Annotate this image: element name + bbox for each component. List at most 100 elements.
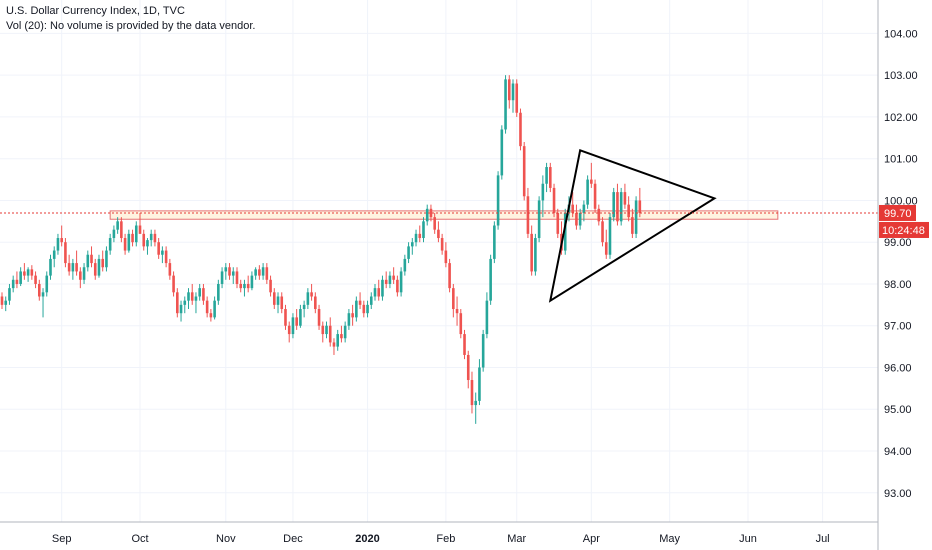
candle-up xyxy=(41,292,45,297)
candle-up xyxy=(45,275,49,293)
candle-down xyxy=(38,283,41,297)
volume-note: Vol (20): No volume is provided by the d… xyxy=(6,20,256,32)
candle-down xyxy=(205,300,209,314)
chart-title: U.S. Dollar Currency Index, 1D, TVC xyxy=(6,5,185,17)
candle-up xyxy=(19,271,22,284)
y-tick-label: 97.00 xyxy=(884,321,912,333)
candle-down xyxy=(321,325,325,335)
candle-down xyxy=(246,283,250,289)
candle-down xyxy=(519,112,522,147)
candle-up xyxy=(586,179,589,205)
candle-down xyxy=(239,283,243,289)
candle-up xyxy=(355,300,358,318)
x-tick-label: Dec xyxy=(283,533,303,545)
candle-up xyxy=(291,317,295,335)
candle-down xyxy=(120,221,123,239)
candle-up xyxy=(299,309,302,326)
candle-down xyxy=(466,354,470,381)
candle-up xyxy=(146,240,149,247)
triangle-drawing[interactable] xyxy=(548,149,717,303)
candle-down xyxy=(526,196,530,234)
candle-down xyxy=(429,208,433,218)
candle-up xyxy=(336,334,339,347)
candle-up xyxy=(399,271,403,293)
candle-down xyxy=(396,279,399,293)
candle-up xyxy=(302,304,306,310)
candle-up xyxy=(489,258,492,301)
candle-down xyxy=(515,83,519,113)
candle-down xyxy=(616,192,619,222)
x-tick-label: Oct xyxy=(131,533,148,545)
candle-down xyxy=(0,296,4,305)
candle-up xyxy=(493,225,496,259)
zone-rect xyxy=(109,210,779,220)
candle-down xyxy=(23,271,26,276)
candle-up xyxy=(179,304,183,314)
candle-up xyxy=(224,267,228,272)
candle-down xyxy=(590,179,593,184)
candle-down xyxy=(549,167,552,188)
price-label: 99.70 xyxy=(884,208,912,220)
candle-up xyxy=(4,300,8,305)
candle-up xyxy=(183,300,187,305)
candle-up xyxy=(414,233,418,243)
candle-up xyxy=(634,200,638,234)
candle-down xyxy=(284,309,287,326)
candle-down xyxy=(631,217,634,234)
triangle-pattern xyxy=(548,149,717,303)
candle-down xyxy=(172,275,175,293)
countdown-label-box xyxy=(879,221,929,238)
candle-down xyxy=(101,258,105,268)
candle-down xyxy=(295,317,298,326)
candle-up xyxy=(411,242,414,247)
candle-up xyxy=(231,271,235,276)
candle-down xyxy=(448,263,451,289)
y-tick-label: 103.00 xyxy=(884,70,918,82)
candle-up xyxy=(254,269,257,276)
candle-down xyxy=(507,79,511,101)
candle-down xyxy=(142,233,146,247)
candle-up xyxy=(250,275,254,289)
candle-down xyxy=(60,238,63,243)
candle-up xyxy=(534,238,537,272)
candle-down xyxy=(34,275,37,284)
candle-down xyxy=(79,271,82,280)
candle-down xyxy=(392,275,395,280)
candle-up xyxy=(82,267,86,280)
candle-down xyxy=(362,304,366,314)
candle-up xyxy=(97,258,101,276)
candle-down xyxy=(552,187,556,213)
candle-up xyxy=(422,221,425,239)
candle-up xyxy=(474,400,478,406)
candle-down xyxy=(340,334,343,339)
candle-up xyxy=(161,250,164,255)
candle-down xyxy=(153,233,157,243)
x-tick-label: Apr xyxy=(583,533,600,545)
y-tick-label: 102.00 xyxy=(884,112,918,124)
candle-up xyxy=(369,296,373,305)
candle-down xyxy=(601,221,604,243)
candle-down xyxy=(202,288,205,301)
candle-down xyxy=(556,212,560,234)
candle-down xyxy=(228,267,231,276)
countdown-label: 10:24:48 xyxy=(882,225,925,237)
candle-up xyxy=(347,313,351,326)
candle-up xyxy=(243,283,246,289)
candle-down xyxy=(437,229,440,239)
candle-up xyxy=(213,300,216,318)
candle-down xyxy=(328,325,332,343)
candle-up xyxy=(26,269,30,276)
candle-down xyxy=(269,279,272,293)
candle-up xyxy=(194,296,198,301)
candle-down xyxy=(571,204,574,213)
candle-down xyxy=(138,225,142,234)
candle-down xyxy=(93,263,97,276)
candle-up xyxy=(127,233,131,251)
candle-down xyxy=(575,212,578,226)
candle-up xyxy=(582,204,586,213)
candle-up xyxy=(134,225,138,243)
candle-down xyxy=(418,233,422,239)
x-tick-label: Mar xyxy=(507,533,526,545)
